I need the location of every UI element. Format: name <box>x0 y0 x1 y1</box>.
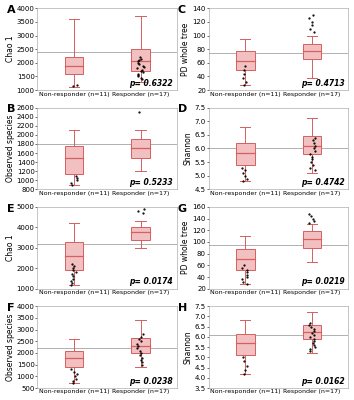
Y-axis label: PD whole tree: PD whole tree <box>181 22 190 76</box>
Bar <box>303 232 321 248</box>
Text: D: D <box>178 104 187 114</box>
Bar <box>65 57 83 74</box>
Bar <box>236 249 255 270</box>
Text: p= 0.4713: p= 0.4713 <box>301 79 344 88</box>
Bar <box>131 227 150 240</box>
Bar <box>131 49 150 71</box>
Bar <box>131 338 150 353</box>
Bar <box>236 143 255 165</box>
Text: p= 0.0174: p= 0.0174 <box>129 277 173 286</box>
Text: p= 0.4742: p= 0.4742 <box>301 178 344 187</box>
Bar <box>303 44 321 60</box>
Bar <box>65 351 83 367</box>
Text: C: C <box>178 5 186 15</box>
Text: H: H <box>178 303 187 313</box>
Y-axis label: Observed species: Observed species <box>6 313 15 381</box>
Y-axis label: Shannon: Shannon <box>184 132 193 165</box>
Bar <box>236 50 255 70</box>
Y-axis label: Chao 1: Chao 1 <box>6 36 15 62</box>
Text: p= 0.5233: p= 0.5233 <box>129 178 173 187</box>
Text: p= 0.6322: p= 0.6322 <box>129 79 173 88</box>
Y-axis label: Chao 1: Chao 1 <box>6 234 15 261</box>
Bar <box>303 136 321 154</box>
Text: G: G <box>178 204 187 214</box>
Bar <box>65 146 83 174</box>
Bar <box>303 324 321 339</box>
Text: B: B <box>7 104 15 114</box>
Bar <box>65 242 83 270</box>
Text: p= 0.0162: p= 0.0162 <box>301 376 344 386</box>
Y-axis label: Observed species: Observed species <box>6 115 15 182</box>
Text: E: E <box>7 204 14 214</box>
Text: F: F <box>7 303 14 313</box>
Text: p= 0.0219: p= 0.0219 <box>301 277 344 286</box>
Text: p= 0.0238: p= 0.0238 <box>129 376 173 386</box>
Bar <box>131 139 150 158</box>
Y-axis label: Shannon: Shannon <box>184 330 193 364</box>
Bar <box>236 334 255 355</box>
Y-axis label: PD whole tree: PD whole tree <box>181 221 190 274</box>
Text: A: A <box>7 5 15 15</box>
